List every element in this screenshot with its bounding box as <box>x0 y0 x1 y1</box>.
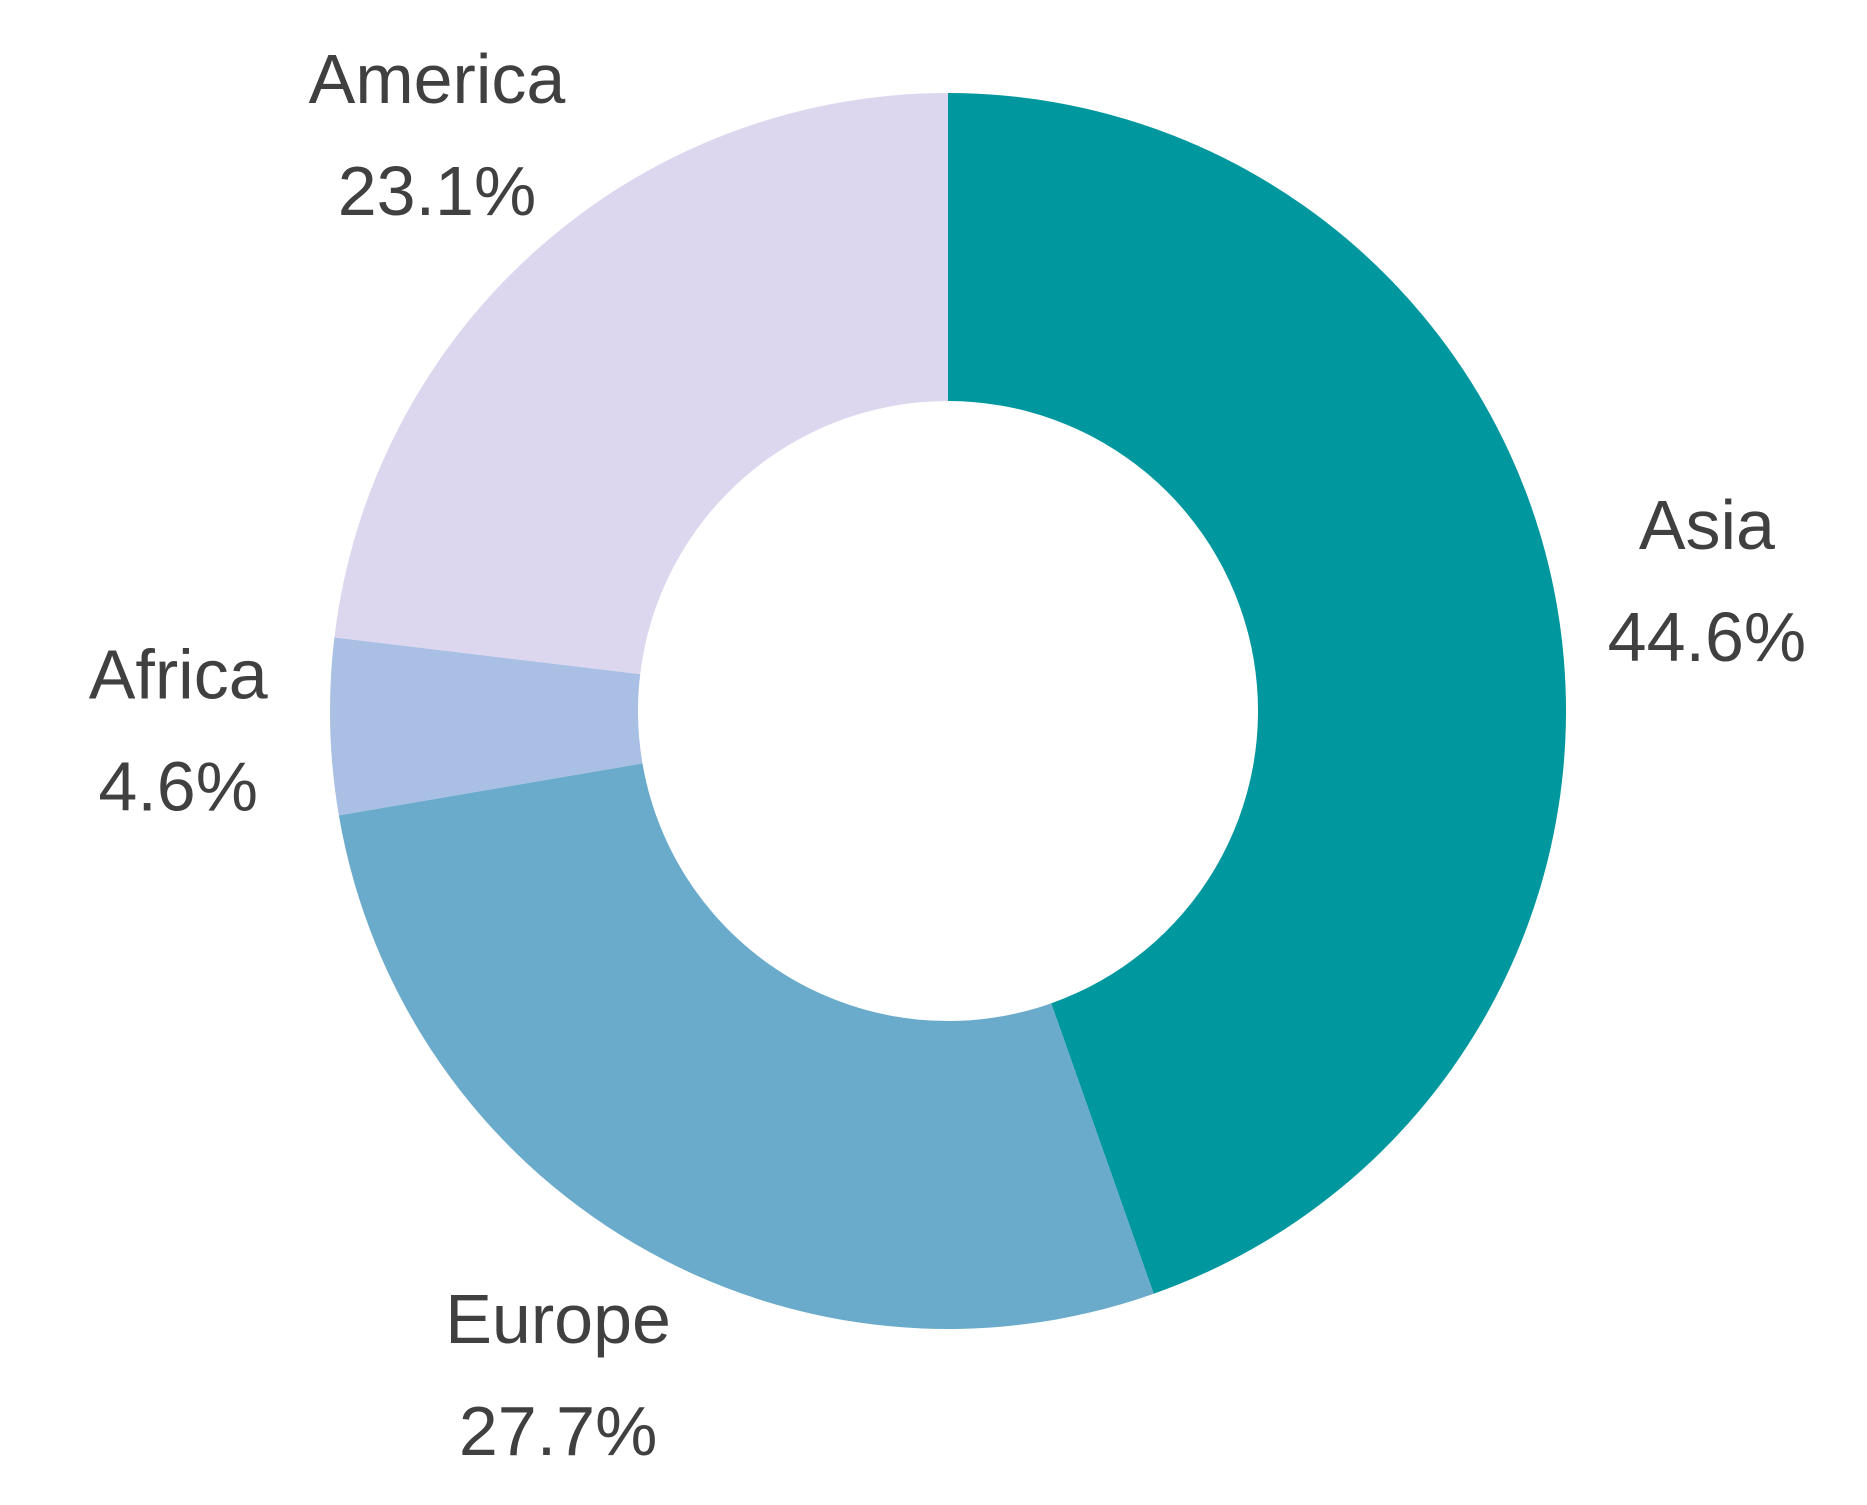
labels-layer: Asia 44.6% Europe 27.7% Africa 4.6% America 23.… <box>89 40 1806 1470</box>
slice-asia <box>948 93 1567 1294</box>
slice-america <box>334 93 948 675</box>
slice-label-value-asia: 44.6% <box>1608 598 1806 676</box>
slice-label-value-africa: 4.6% <box>98 747 258 825</box>
slice-label-value-europe: 27.7% <box>459 1392 657 1470</box>
slice-label-name-asia: Asia <box>1639 486 1775 564</box>
slice-label-name-africa: Africa <box>89 635 268 713</box>
slices-layer <box>330 93 1567 1330</box>
slice-label-name-europe: Europe <box>445 1280 671 1358</box>
slice-label-name-america: America <box>309 40 566 118</box>
slice-label-value-america: 23.1% <box>338 152 536 230</box>
slice-europe <box>338 763 1154 1330</box>
slice-africa <box>330 637 643 816</box>
